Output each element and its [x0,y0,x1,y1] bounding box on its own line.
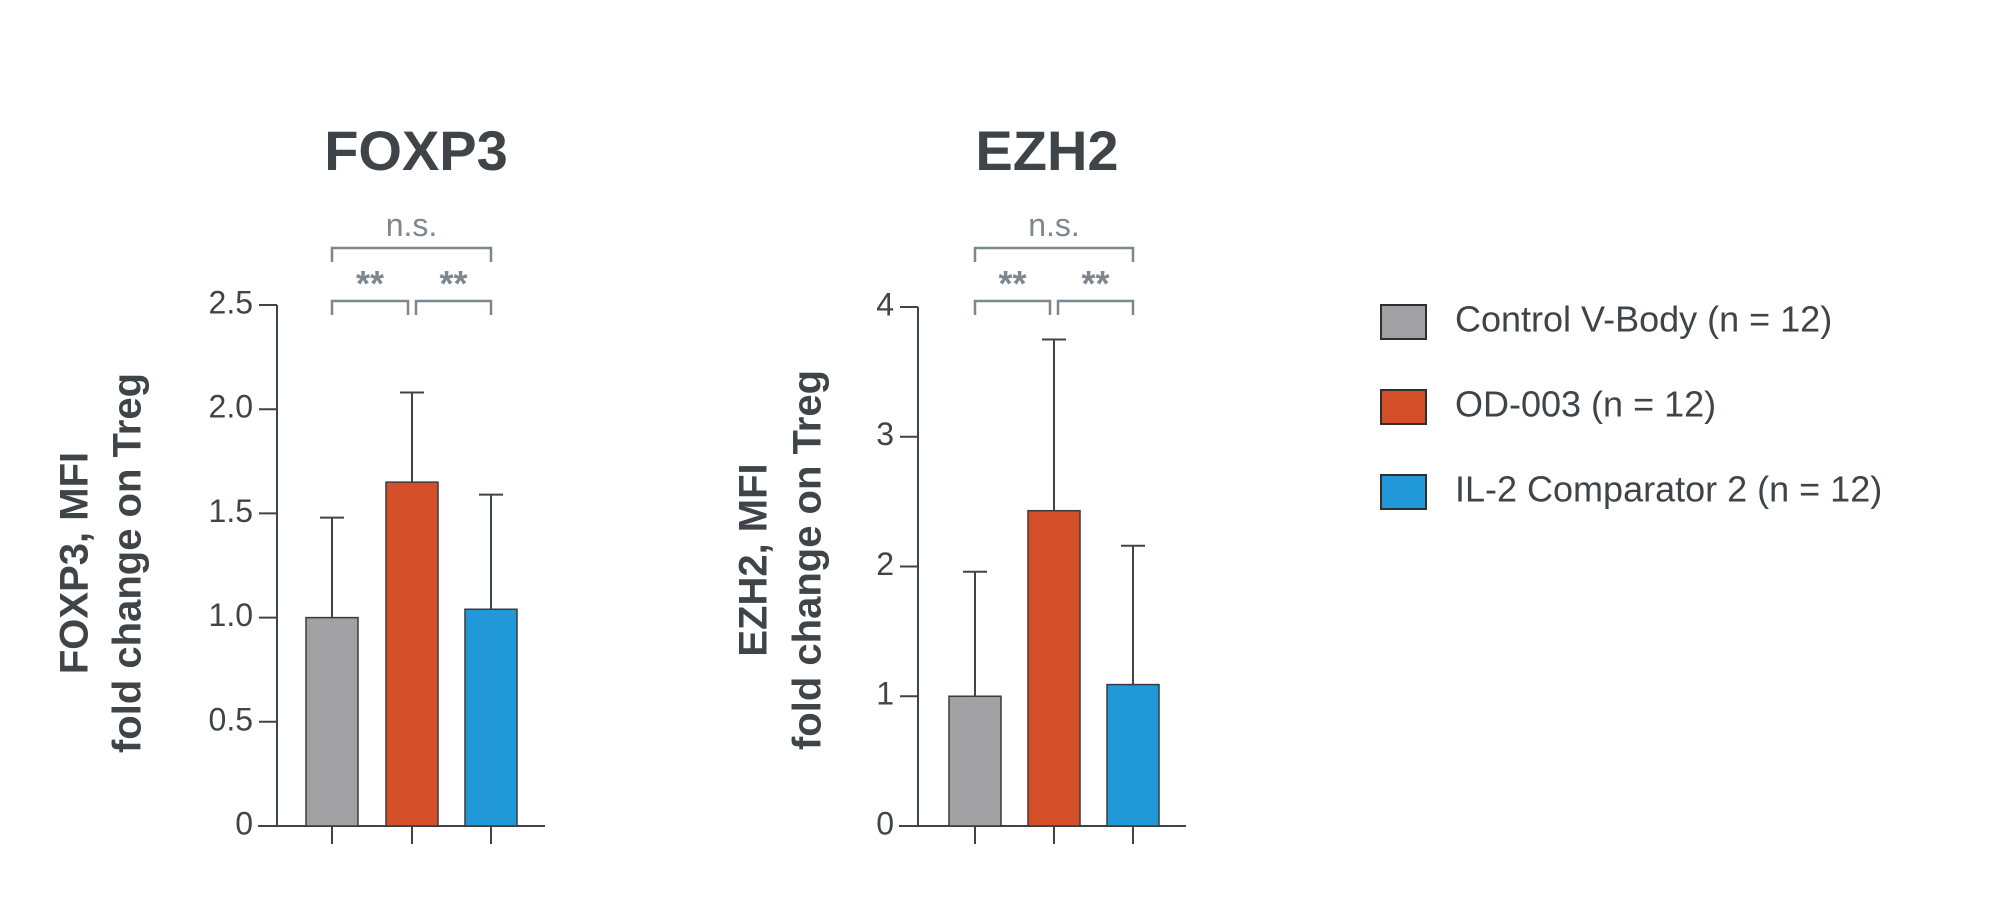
significance-label: n.s. [1028,207,1080,243]
bar [464,608,518,827]
legend-swatch [1380,389,1427,425]
significance-bracket [973,299,1052,315]
y-tick-label: 2.0 [209,389,253,425]
y-tick-label: 1.0 [209,597,253,633]
significance-bracket [973,246,1135,262]
legend-item: IL-2 Comparator 2 (n = 12) [1380,469,1882,510]
legend-item: Control V-Body (n = 12) [1380,299,1832,340]
bar [305,616,359,827]
significance-label: ** [998,263,1026,304]
bar [1027,509,1081,827]
bar [1106,683,1160,827]
significance-bracket [330,246,493,262]
bar [948,695,1002,827]
y-tick-label: 1 [876,676,894,712]
y-tick-label: 0.5 [209,701,253,737]
legend-label: Control V-Body (n = 12) [1455,299,1832,340]
legend-label: OD-003 (n = 12) [1455,384,1716,425]
significance-bracket [1056,299,1135,315]
chart-title: FOXP3 [324,119,508,182]
bar [385,481,439,827]
y-axis-label: fold change on Treg [786,370,830,750]
chart-foxp3: FOXP3 FOXP3, MFI fold change on Treg 0 0.5 1.… [53,119,545,844]
y-axis-label: fold change on Treg [106,373,150,753]
y-tick-label: 0 [235,805,253,841]
y-axis-label: FOXP3, MFI [53,452,97,674]
y-tick-label: 4 [876,286,894,322]
y-tick-label: 2.5 [209,284,253,320]
y-axis-label: EZH2, MFI [732,463,776,656]
legend-swatch [1380,474,1427,510]
y-tick-label: 1.5 [209,493,253,529]
significance-bracket [330,299,410,315]
significance-label: ** [356,263,384,304]
y-tick-label: 3 [876,416,894,452]
legend-item: OD-003 (n = 12) [1380,384,1716,425]
significance-label: ** [439,263,467,304]
y-tick-label: 2 [876,546,894,582]
y-tick-label: 0 [876,805,894,841]
legend-swatch [1380,304,1427,340]
significance-bracket [414,299,493,315]
legend-label: IL-2 Comparator 2 (n = 12) [1455,469,1882,510]
chart-title: EZH2 [975,119,1118,182]
chart-ezh2: EZH2 EZH2, MFI fold change on Treg 0 1 2 3 4 ** *… [732,119,1186,844]
significance-label: n.s. [386,207,438,243]
significance-label: ** [1081,263,1109,304]
legend: Control V-Body (n = 12) OD-003 (n = 12) IL… [1380,299,1882,510]
